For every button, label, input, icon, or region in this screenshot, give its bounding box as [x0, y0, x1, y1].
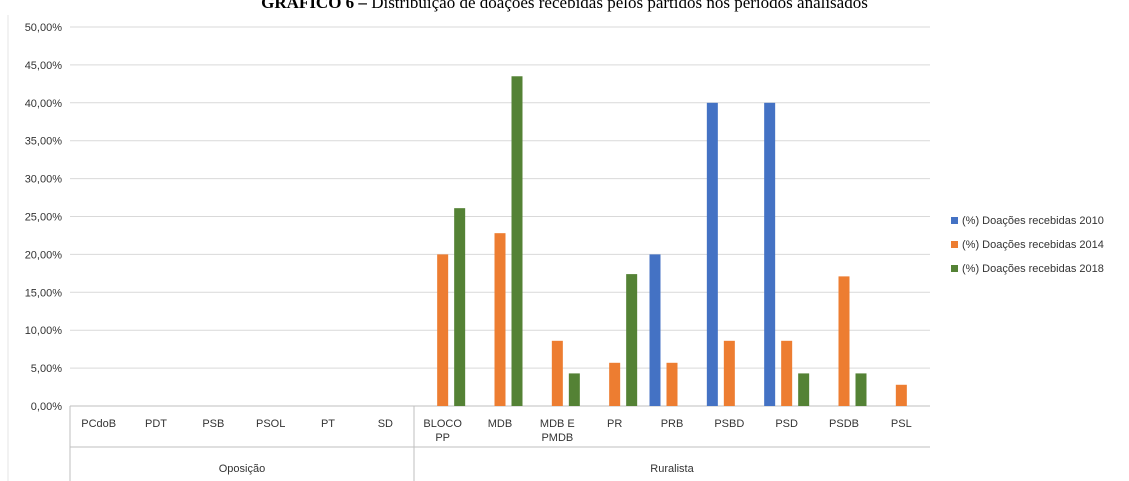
bar-s2018 [511, 76, 523, 407]
x-tick-label: PP [435, 432, 450, 444]
bar-s2014 [551, 340, 563, 406]
bar-s2018 [568, 373, 580, 406]
bar-s2014 [666, 362, 678, 406]
bar-s2018 [798, 373, 810, 406]
y-tick-label: 0,00% [31, 401, 62, 413]
bar-s2010 [706, 102, 718, 407]
x-tick-label: PSOL [256, 418, 285, 430]
page-title: GRÁFICO 6 – Distribuição de doações rece… [0, 0, 1129, 13]
y-tick-label: 50,00% [25, 22, 63, 34]
group-label: Oposição [219, 463, 265, 475]
y-tick-label: 45,00% [25, 60, 63, 72]
bar-s2014 [437, 254, 449, 406]
y-tick-label: 40,00% [25, 98, 63, 110]
bar-s2010 [649, 254, 661, 406]
bar-s2014 [723, 340, 735, 406]
y-tick-label: 30,00% [25, 174, 63, 186]
legend-label: (%) Doações recebidas 2014 [962, 239, 1104, 251]
bar-s2014 [494, 233, 506, 406]
bar-s2014 [609, 362, 621, 406]
x-tick-label: PSBD [714, 418, 744, 430]
x-tick-label: SD [378, 418, 393, 430]
legend-label: (%) Doações recebidas 2018 [962, 263, 1104, 275]
legend-label: (%) Doações recebidas 2010 [962, 215, 1104, 227]
legend-swatch [951, 265, 958, 272]
y-tick-label: 10,00% [25, 325, 63, 337]
x-tick-label: PT [321, 418, 335, 430]
group-label: Ruralista [650, 463, 694, 475]
y-tick-label: 20,00% [25, 249, 63, 261]
bar-s2018 [454, 208, 466, 406]
bar-s2014 [895, 384, 907, 406]
x-tick-label: PRB [661, 418, 684, 430]
x-tick-label: PSD [775, 418, 798, 430]
x-tick-label: PDT [145, 418, 167, 430]
y-tick-label: 15,00% [25, 287, 63, 299]
legend-swatch [951, 241, 958, 248]
legend-swatch [951, 217, 958, 224]
x-tick-label: PCdoB [81, 418, 116, 430]
y-tick-label: 35,00% [25, 136, 63, 148]
x-tick-label: PSB [202, 418, 224, 430]
x-tick-label: PMDB [541, 432, 573, 444]
bar-s2014 [781, 340, 793, 406]
x-tick-label: MDB [488, 418, 512, 430]
bar-s2010 [764, 102, 776, 407]
x-tick-label: PSL [891, 418, 912, 430]
title-bold: GRÁFICO 6 – [261, 0, 367, 12]
y-tick-label: 25,00% [25, 212, 63, 224]
x-tick-label: PSDB [829, 418, 859, 430]
y-tick-label: 5,00% [31, 363, 62, 375]
x-tick-label: PR [607, 418, 622, 430]
bar-s2014 [838, 276, 850, 406]
bar-s2018 [626, 274, 638, 406]
x-tick-label: BLOCO [423, 418, 462, 430]
title-text: Distribuição de doações recebidas pelos … [371, 0, 868, 12]
x-tick-label: MDB E [540, 418, 575, 430]
bar-s2018 [855, 373, 867, 406]
